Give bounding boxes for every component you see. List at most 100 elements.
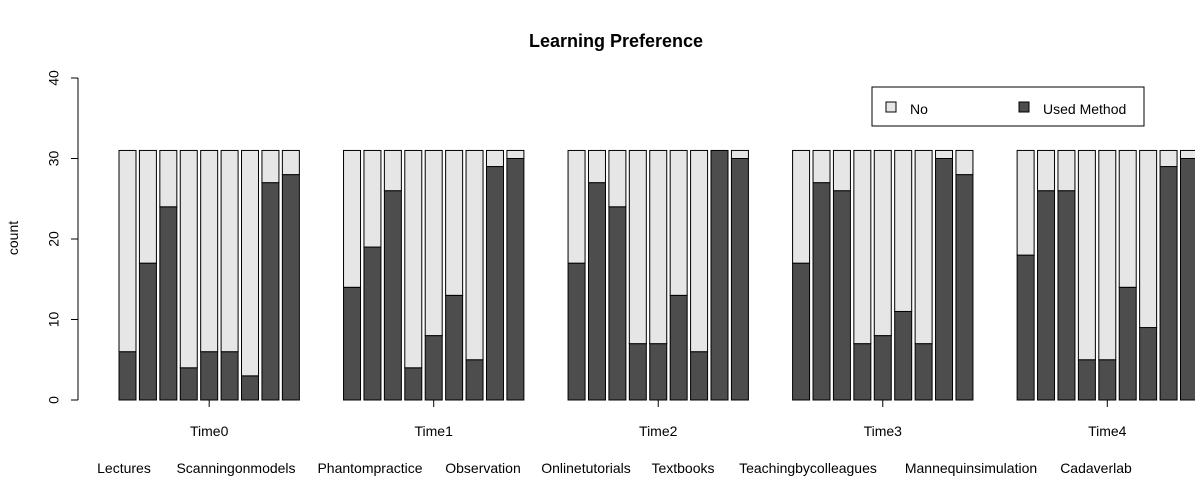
y-tick-label: 10 <box>46 312 62 328</box>
bar-used-method <box>220 351 239 401</box>
bar-no <box>363 149 382 248</box>
bar-used-method <box>690 351 709 401</box>
bar-used-method <box>383 190 402 401</box>
y-axis: 0 10 20 30 40 <box>46 70 79 404</box>
bar-no <box>241 149 260 377</box>
method-label: Onlinetutorials <box>541 460 631 476</box>
bar-no <box>690 149 709 353</box>
y-tick-label: 0 <box>46 396 62 404</box>
bar-no <box>485 149 504 168</box>
group-label: Time0 <box>190 423 229 439</box>
bar-used-method <box>1037 190 1056 401</box>
group-label: Time4 <box>1088 423 1127 439</box>
bar-used-method <box>853 343 872 401</box>
bar-no <box>567 149 586 264</box>
method-label: Observation <box>445 460 520 476</box>
bar-no <box>935 149 954 159</box>
bar-no <box>424 149 443 337</box>
bar-used-method <box>159 206 178 401</box>
bar-used-method <box>935 158 954 401</box>
bar-no <box>220 149 239 353</box>
bar-used-method <box>465 359 484 401</box>
bar-used-method <box>424 335 443 401</box>
bar-used-method <box>343 286 362 401</box>
bar-no <box>465 149 484 361</box>
bar-used-method <box>200 351 219 401</box>
bar-used-method <box>628 343 647 401</box>
bar-no <box>649 149 668 345</box>
bar-used-method <box>710 149 729 401</box>
bar-no <box>914 149 933 345</box>
bar-no <box>608 149 627 208</box>
bar-used-method <box>608 206 627 401</box>
bar-no <box>1016 149 1035 256</box>
bar-used-method <box>1159 166 1178 401</box>
method-label: Scanningonmodels <box>176 460 295 476</box>
bar-no <box>343 149 362 288</box>
chart-title: Learning Preference <box>529 31 703 51</box>
bar-no <box>873 149 892 337</box>
bar-used-method <box>404 367 423 401</box>
bars <box>118 149 1195 401</box>
bar-used-method <box>669 294 688 401</box>
bar-used-method <box>587 182 606 401</box>
bar-no <box>1179 149 1195 159</box>
bar-no <box>1118 149 1137 288</box>
bar-used-method <box>832 190 851 401</box>
bar-used-method <box>873 335 892 401</box>
bar-used-method <box>1077 359 1096 401</box>
bar-used-method <box>118 351 137 401</box>
bar-used-method <box>1118 286 1137 401</box>
bar-used-method <box>261 182 280 401</box>
bar-used-method <box>1057 190 1076 401</box>
bar-no <box>1077 149 1096 361</box>
bar-used-method <box>445 294 464 401</box>
bar-used-method <box>914 343 933 401</box>
group-label: Time3 <box>864 423 903 439</box>
bar-no <box>1159 149 1178 168</box>
y-tick-label: 30 <box>46 151 62 167</box>
bar-no <box>1057 149 1076 192</box>
group-label: Time1 <box>415 423 454 439</box>
method-label: Textbooks <box>651 460 714 476</box>
bar-no <box>955 149 974 176</box>
bar-used-method <box>281 174 300 401</box>
method-labels: Lectures Scanningonmodels Phantompractice O… <box>97 460 1132 476</box>
method-label: Mannequinsimulation <box>905 460 1037 476</box>
method-label: Lectures <box>97 460 151 476</box>
bar-no <box>894 149 913 312</box>
bar-used-method <box>955 174 974 401</box>
legend-box <box>871 86 1145 127</box>
bar-used-method <box>894 310 913 401</box>
method-label: Phantompractice <box>317 460 422 476</box>
y-axis-label: count <box>5 221 21 255</box>
bar-used-method <box>363 246 382 401</box>
bar-used-method <box>730 158 749 401</box>
bar-no <box>445 149 464 296</box>
bar-used-method <box>241 375 260 401</box>
bar-no <box>1037 149 1056 192</box>
bar-used-method <box>567 262 586 401</box>
bar-used-method <box>812 182 831 401</box>
bar-no <box>1098 149 1117 361</box>
bar-no <box>179 149 198 369</box>
bar-no <box>261 149 280 184</box>
legend-label-no: No <box>910 101 928 117</box>
group-labels: Time0 Time1 Time2 Time3 Time4 <box>190 400 1127 439</box>
legend-swatch-no <box>885 101 897 113</box>
bar-no <box>730 149 749 159</box>
bar-used-method <box>138 262 157 401</box>
bar-no <box>832 149 851 192</box>
bar-no <box>383 149 402 192</box>
bar-no <box>669 149 688 296</box>
method-label: Cadaverlab <box>1060 460 1132 476</box>
y-tick-label: 20 <box>46 231 62 247</box>
bar-no <box>853 149 872 345</box>
bar-no <box>200 149 219 353</box>
bar-no <box>118 149 137 353</box>
bar-no <box>404 149 423 369</box>
legend-label-used-method: Used Method <box>1043 101 1126 117</box>
bar-used-method <box>485 166 504 401</box>
group-label: Time2 <box>639 423 678 439</box>
bar-used-method <box>179 367 198 401</box>
